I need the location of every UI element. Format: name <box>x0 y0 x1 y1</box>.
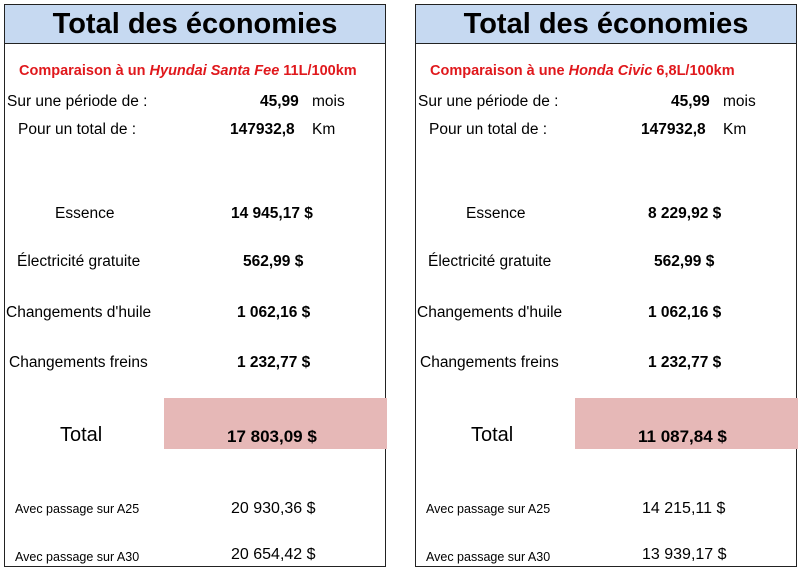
a25-value: 14 215,11 $ <box>642 500 726 517</box>
period-value: 45,99 <box>260 93 299 110</box>
distance-unit: Km <box>312 121 336 138</box>
row-value-electricite: 562,99 $ <box>654 253 715 270</box>
row-value-freins: 1 232,77 $ <box>648 354 722 371</box>
a25-value: 20 930,36 $ <box>231 500 316 517</box>
comparison-consumption: 6,8L/100km <box>656 63 735 79</box>
period-label: Sur une période de : <box>418 93 559 110</box>
a25-label: Avec passage sur A25 <box>426 502 551 516</box>
comparison-line: Comparaison à une Honda Civic 6,8L/100km <box>430 63 735 79</box>
period-value: 45,99 <box>671 93 710 110</box>
total-highlight <box>575 398 798 449</box>
row-value-essence: 14 945,17 $ <box>231 205 313 222</box>
distance-value: 147932,8 <box>641 121 706 138</box>
a30-label: Avec passage sur A30 <box>426 550 551 564</box>
row-label-essence: Essence <box>55 205 115 222</box>
distance-label: Pour un total de : <box>18 121 137 138</box>
row-label-essence: Essence <box>466 205 526 222</box>
distance-unit: Km <box>723 121 747 138</box>
row-value-essence: 8 229,92 $ <box>648 205 722 222</box>
period-label: Sur une période de : <box>7 93 148 110</box>
row-value-freins: 1 232,77 $ <box>237 354 311 371</box>
row-label-huile: Changements d'huile <box>6 304 152 321</box>
row-label-freins: Changements freins <box>9 354 148 371</box>
a30-value: 20 654,42 $ <box>231 546 316 563</box>
panel-title: Total des économies <box>5 5 385 44</box>
row-label-electricite: Électricité gratuite <box>17 253 141 270</box>
comparison-line: Comparaison à un Hyundai Santa Fee 11L/1… <box>19 63 357 79</box>
row-label-freins: Changements freins <box>420 354 559 371</box>
comparison-consumption: 11L/100km <box>283 63 357 79</box>
comparison-model: Honda Civic <box>568 63 653 79</box>
total-highlight <box>164 398 387 449</box>
savings-panel-honda: Total des économies Comparaison à une Ho… <box>415 4 798 567</box>
panel-title: Total des économies <box>416 5 796 44</box>
comparison-prefix: Comparaison à une <box>430 63 565 79</box>
a30-value: 13 939,17 $ <box>642 546 727 563</box>
distance-value: 147932,8 <box>230 121 295 138</box>
comparison-prefix: Comparaison à un <box>19 63 146 79</box>
period-unit: mois <box>723 93 756 110</box>
period-unit: mois <box>312 93 345 110</box>
a30-label: Avec passage sur A30 <box>15 550 140 564</box>
row-value-electricite: 562,99 $ <box>243 253 304 270</box>
row-label-huile: Changements d'huile <box>417 304 563 321</box>
total-label: Total <box>60 424 103 446</box>
total-value: 17 803,09 $ <box>227 427 317 446</box>
row-value-huile: 1 062,16 $ <box>237 304 311 321</box>
comparison-model: Hyundai Santa Fee <box>149 63 280 79</box>
row-value-huile: 1 062,16 $ <box>648 304 722 321</box>
distance-label: Pour un total de : <box>429 121 548 138</box>
total-label: Total <box>471 424 514 446</box>
a25-label: Avec passage sur A25 <box>15 502 140 516</box>
row-label-electricite: Électricité gratuite <box>428 253 552 270</box>
total-value: 11 087,84 $ <box>638 427 727 446</box>
savings-panel-hyundai: Total des économies Comparaison à un Hyu… <box>4 4 387 567</box>
